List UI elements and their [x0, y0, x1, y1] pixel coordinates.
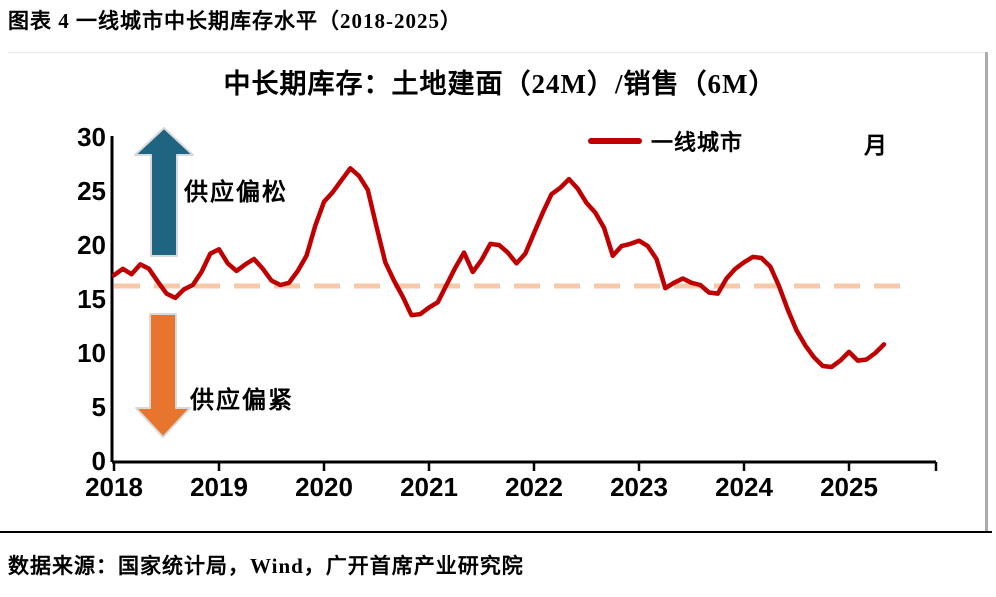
annotation-supply-tight: 供应偏紧	[190, 388, 294, 414]
y-tick-label: 10	[77, 338, 106, 368]
figure-caption: 图表 4 一线城市中长期库存水平（2018-2025）	[8, 9, 462, 33]
x-tick-label: 2020	[295, 472, 353, 502]
data-source: 数据来源：国家统计局，Wind，广开首席产业研究院	[8, 554, 524, 578]
chart-legend: 一线城市	[588, 127, 743, 155]
x-tick-label: 2023	[610, 472, 668, 502]
y-tick-label: 25	[77, 176, 106, 206]
legend-series-label: 一线城市	[651, 130, 744, 155]
up-arrow-icon	[134, 127, 194, 257]
figure-bottom-border	[0, 531, 992, 533]
y-tick-label: 30	[77, 122, 106, 152]
annotation-supply-loose: 供应偏松	[184, 180, 288, 206]
x-tick-label: 2025	[820, 472, 878, 502]
y-tick-label: 15	[77, 284, 106, 314]
x-tick-label: 2018	[85, 472, 143, 502]
y-tick-label: 20	[77, 230, 106, 260]
x-tick-label: 2019	[190, 472, 248, 502]
figure-top-border	[8, 52, 988, 53]
y-tick-label: 5	[92, 392, 106, 422]
y-tick-label: 0	[92, 446, 106, 476]
series-line-tier1-cities	[111, 166, 887, 370]
x-tick-label: 2021	[400, 472, 458, 502]
down-arrow-icon	[135, 313, 191, 438]
legend-line-swatch	[588, 138, 642, 144]
chart-title: 中长期库存：土地建面（24M）/销售（6M）	[223, 69, 777, 99]
figure-right-border	[985, 52, 988, 531]
x-tick-label: 2022	[505, 472, 563, 502]
y-axis-unit-label: 月	[864, 133, 887, 158]
x-tick-label: 2024	[715, 472, 773, 502]
